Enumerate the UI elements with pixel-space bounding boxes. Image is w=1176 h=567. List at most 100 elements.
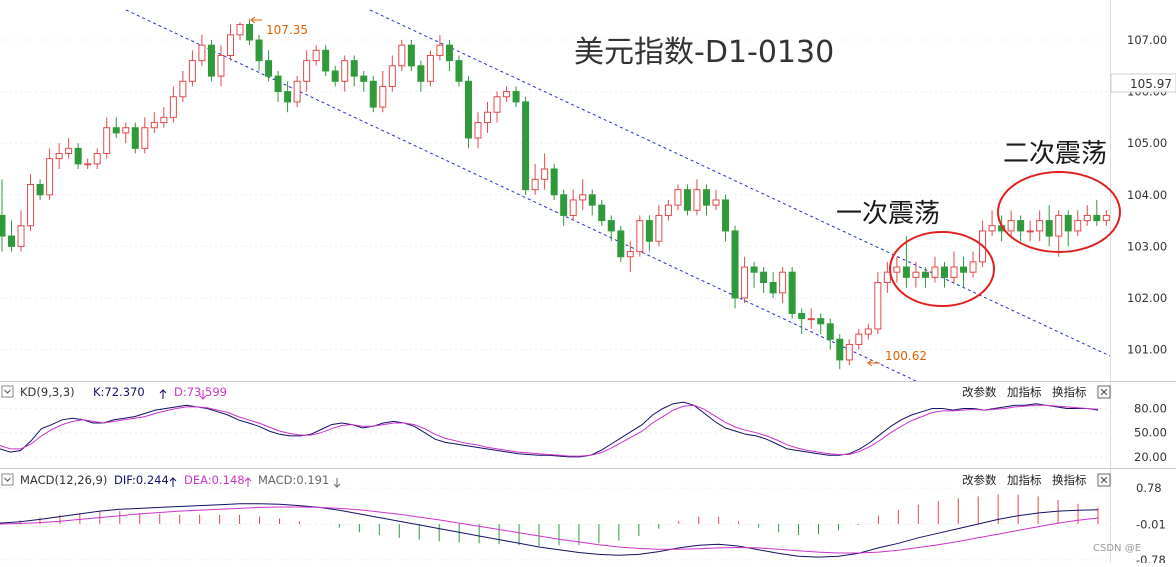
candle-down (902, 266, 910, 278)
watermark: CSDN @E (1093, 543, 1141, 554)
candle-down (588, 194, 596, 206)
macd-indicator-name: MACD(12,26,9) (20, 473, 107, 487)
candle-up (503, 91, 511, 98)
candle-up (579, 194, 587, 201)
candle-down (826, 323, 834, 340)
candle-up (188, 60, 196, 82)
candle-up (27, 183, 35, 227)
candle-down (455, 60, 463, 82)
macd-switch-indicator-button[interactable]: 换指标 (1052, 473, 1087, 487)
circle-second-oscillation (997, 171, 1121, 253)
kd-axis: 80.00 50.00 20.00 (1134, 402, 1167, 464)
candle-up (388, 65, 396, 87)
kd-d-line (0, 404, 1099, 457)
candle-down (702, 189, 710, 206)
kd-tick-label: 80.00 (1134, 402, 1167, 416)
candle-up (969, 261, 977, 273)
candle-up (864, 328, 872, 335)
candle-up (141, 127, 149, 149)
candle-up (493, 96, 501, 113)
candle-up (636, 220, 644, 253)
macd-dea-up-arrow-icon (244, 477, 252, 487)
candle-down (598, 204, 606, 222)
candle-down (445, 44, 453, 62)
candle-down (960, 266, 968, 273)
macd-hist-value: MACD:0.191 (258, 473, 329, 487)
macd-change-params-button[interactable]: 改参数 (962, 473, 997, 487)
close-icon (1100, 388, 1108, 396)
candle-up (293, 80, 301, 103)
annotation-second-oscillation: 二次震荡 (1003, 139, 1107, 169)
candle-up (1036, 220, 1044, 232)
candle-down (760, 271, 768, 284)
kd-k-up-arrow-icon (159, 389, 167, 399)
kd-add-indicator-button[interactable]: 加指标 (1007, 385, 1042, 399)
candle-up (1102, 214, 1110, 222)
candle-down (940, 266, 948, 278)
candle-up (55, 153, 63, 160)
candle-up (664, 204, 672, 216)
macd-tick-label: -0.78 (1136, 553, 1166, 563)
candle-up (912, 271, 920, 278)
candle-down (8, 235, 16, 247)
candle-down (1017, 220, 1025, 232)
candle-down (265, 60, 273, 77)
candle-up (379, 85, 387, 108)
kd-grid (0, 408, 1110, 458)
macd-grid (0, 487, 1110, 561)
candle-up (1026, 230, 1034, 233)
candle-down (369, 80, 377, 108)
price-tick-label: 107.00 (1127, 33, 1167, 47)
candle-up (1007, 220, 1015, 232)
macd-histogram (0, 494, 1099, 547)
candle-down (722, 199, 730, 232)
candlestick-series (0, 19, 1110, 370)
candle-up (693, 189, 701, 211)
price-tick-label: 103.00 (1127, 239, 1167, 253)
candle-down (36, 183, 44, 196)
macd-tick-label: -0.01 (1136, 517, 1166, 531)
candle-down (769, 282, 777, 294)
kd-switch-indicator-button[interactable]: 换指标 (1052, 385, 1087, 399)
candle-up (541, 168, 549, 180)
candle-down (921, 271, 929, 278)
high-marker-arrowhead (250, 16, 256, 24)
macd-add-indicator-button[interactable]: 加指标 (1007, 473, 1042, 487)
candle-down (0, 214, 6, 237)
annotation-first-oscillation: 一次震荡 (836, 199, 940, 229)
candle-up (226, 34, 234, 56)
macd-dif-value: DIF:0.244 (114, 473, 169, 487)
kd-collapse-icon[interactable] (1, 385, 14, 398)
candle-down (788, 271, 796, 314)
candle-up (931, 266, 939, 278)
candle-up (93, 153, 101, 165)
candle-up (484, 111, 492, 124)
candle-down (1093, 214, 1101, 222)
low-marker-arrowhead (867, 359, 873, 367)
candle-up (179, 80, 187, 98)
candle-up (436, 44, 444, 56)
candle-down (836, 338, 844, 361)
macd-collapse-icon[interactable] (1, 473, 14, 486)
candle-up (236, 24, 244, 36)
macd-dif-up-arrow-icon (169, 477, 177, 487)
candle-up (893, 266, 901, 273)
macd-down-arrow-icon (333, 478, 341, 488)
candle-down (284, 91, 292, 103)
candle-down (522, 101, 530, 191)
candle-down (731, 230, 739, 299)
candle-up (160, 116, 168, 124)
candle-up (303, 60, 311, 82)
candle-up (217, 54, 225, 77)
candle-up (122, 127, 130, 134)
current-price-box (1110, 73, 1176, 93)
candle-down (750, 266, 758, 273)
candle-up (17, 225, 25, 247)
candle-up (1074, 220, 1082, 232)
kd-tick-label: 20.00 (1134, 450, 1167, 464)
kd-change-params-button[interactable]: 改参数 (962, 385, 997, 399)
candle-up (150, 122, 158, 129)
candle-down (683, 189, 691, 211)
kd-k-value: K:72.370 (93, 385, 145, 399)
